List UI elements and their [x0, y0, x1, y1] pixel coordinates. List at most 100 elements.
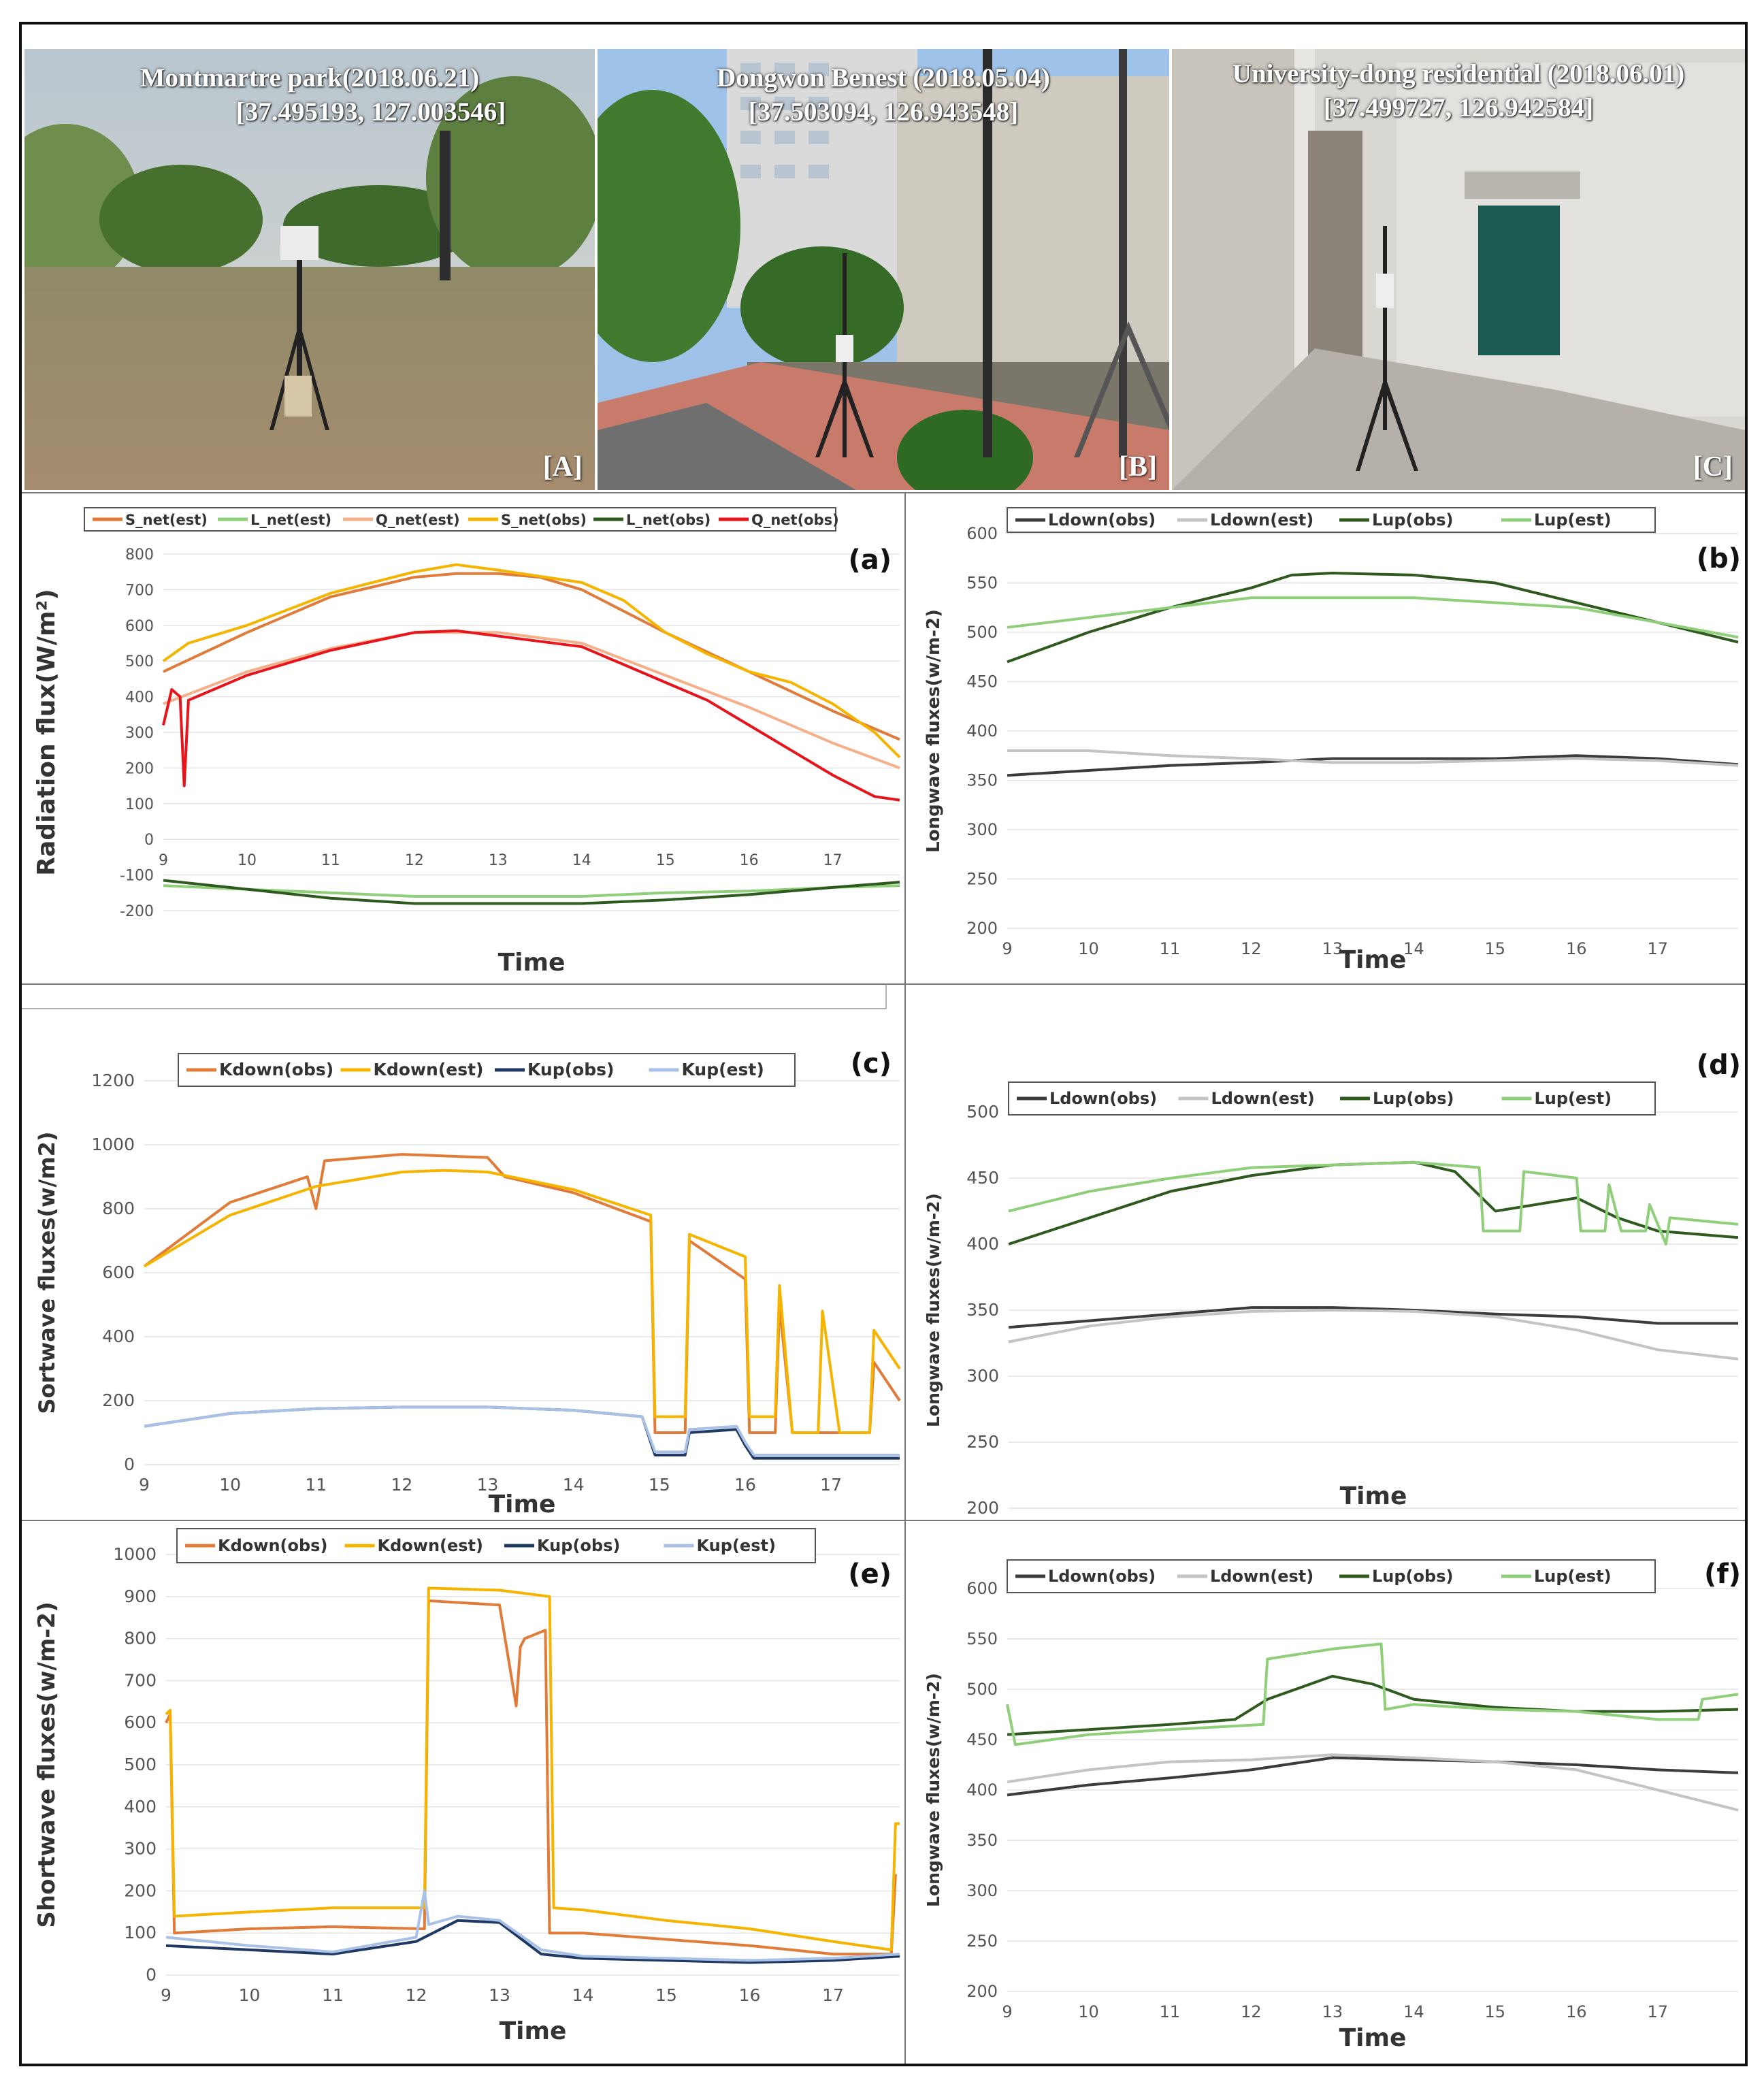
figure-frame: Montmartre park(2018.06.21) [37.495193, … — [19, 22, 1748, 2066]
x-tick-label: 14 — [1403, 939, 1424, 958]
y-tick-label: 200 — [966, 1982, 998, 2001]
y-tick-label: 900 — [124, 1586, 157, 1606]
legend-label: Kdown(est) — [378, 1536, 484, 1555]
photo-c-title-line2: [37.499727, 126.942584] — [1323, 93, 1594, 123]
x-tick-label: 13 — [489, 1985, 510, 2005]
photo-c-image — [1172, 49, 1745, 490]
y-tick-label: 0 — [124, 1454, 135, 1474]
legend-label: Q_net(obs) — [751, 512, 839, 528]
x-tick-label: 16 — [740, 852, 759, 869]
x-tick-label: 9 — [161, 1985, 172, 2005]
x-tick-label: 15 — [649, 1475, 670, 1495]
series-line-Kup(obs) — [165, 1919, 900, 1964]
legend-label: S_net(est) — [125, 512, 208, 528]
y-tick-label: 0 — [144, 832, 154, 849]
y-tick-label: 100 — [125, 796, 154, 813]
legend-label: Kup(est) — [682, 1060, 764, 1079]
legend-label: Lup(obs) — [1373, 1089, 1454, 1108]
x-tick-label: 12 — [405, 852, 424, 869]
photo-b-image — [598, 49, 1169, 490]
y-tick-label: 400 — [966, 1780, 998, 1800]
panel-letter: (b) — [1697, 543, 1741, 574]
chart-d-svg: 200 250 300 350 400 450 500 9 10 11 12 13 14 15 16 17 Ld… — [924, 1049, 1741, 1519]
y-tick-label: 400 — [966, 1234, 999, 1254]
y-tick-label: 200 — [966, 919, 998, 938]
x-tick-label: 14 — [1403, 1518, 1425, 1519]
photo-site-a: Montmartre park(2018.06.21) [37.495193, … — [24, 49, 595, 490]
y-axis-title: Longwave fluxes(w/m-2) — [924, 609, 944, 853]
x-tick-label: 14 — [563, 1475, 585, 1495]
y-tick-label: 450 — [966, 1168, 999, 1188]
legend-label: Kdown(obs) — [219, 1060, 333, 1079]
x-tick-label: 11 — [1160, 2002, 1181, 2021]
series-line-Kup(obs) — [144, 1405, 900, 1460]
x-tick-label: 14 — [572, 1985, 594, 2005]
y-tick-label: 1000 — [91, 1135, 135, 1154]
y-tick-label: 0 — [146, 1965, 157, 1985]
y-tick-label: 200 — [124, 1881, 157, 1900]
y-tick-label: 300 — [966, 1881, 998, 1900]
y-tick-label: 400 — [125, 689, 154, 706]
photo-c-tag: [C] — [1693, 451, 1733, 483]
x-tick-label: 11 — [1160, 1518, 1182, 1519]
x-tick-label: 16 — [734, 1475, 756, 1495]
y-tick-label: 800 — [102, 1199, 135, 1218]
y-tick-label: 300 — [125, 725, 154, 742]
x-tick-label: 13 — [1322, 1518, 1344, 1519]
x-tick-label: 17 — [820, 1475, 842, 1495]
y-tick-label: 600 — [966, 1579, 998, 1598]
legend-label: Lup(obs) — [1372, 510, 1453, 530]
panel-letter: (c) — [851, 1048, 892, 1079]
y-tick-label: 550 — [966, 574, 998, 593]
x-tick-label: 15 — [656, 852, 675, 869]
x-tick-label: 12 — [1241, 939, 1262, 958]
legend-label: Ldown(est) — [1211, 1089, 1315, 1108]
series-line-Kdown(obs) — [143, 1153, 901, 1434]
legend-box — [178, 1053, 796, 1087]
series-line-Kup(est) — [165, 1889, 900, 1962]
y-axis-title: Longwave fluxes(w/m-2) — [924, 1673, 943, 1907]
y-tick-label: 200 — [125, 760, 154, 777]
y-tick-label: -200 — [120, 903, 154, 920]
legend-box — [176, 1528, 816, 1563]
x-tick-label: 15 — [1485, 2002, 1506, 2021]
panel-letter: (f) — [1704, 1559, 1741, 1590]
y-tick-label: 300 — [966, 820, 998, 839]
series-line-S_net(obs) — [162, 563, 901, 759]
x-tick-label: 13 — [489, 852, 508, 869]
x-tick-label: 11 — [322, 1985, 344, 2005]
y-tick-label: 550 — [966, 1629, 998, 1648]
x-tick-label: 17 — [823, 852, 843, 869]
chart-c-svg: 0 200 400 600 800 1000 1200 9 10 11 12 13 14 15 16 17 Kd… — [34, 1048, 901, 1518]
photo-b-title-line1: Dongwon Benest (2018.05.04) — [717, 63, 1050, 93]
chart-panel-f: 200 250 300 350 400 450 500 550 600 9 10 11 12 13 14 15… — [906, 1522, 1745, 2064]
panel-grid-lines — [22, 492, 1745, 2064]
x-tick-label: 15 — [655, 1985, 677, 2005]
series-line-Ldown(obs) — [1007, 1756, 1739, 1797]
y-tick-label: 800 — [125, 547, 154, 564]
series-line-Kdown(est) — [165, 1586, 900, 1951]
legend-label: Lup(obs) — [1372, 1567, 1453, 1586]
y-tick-label: -100 — [120, 868, 154, 885]
legend-label: Lup(est) — [1534, 1567, 1612, 1586]
legend-label: Ldown(est) — [1210, 1567, 1313, 1586]
legend-label: L_net(obs) — [626, 512, 710, 528]
y-tick-label: 100 — [124, 1923, 157, 1942]
x-axis-title: Time — [489, 1491, 556, 1518]
legend-box — [1008, 1081, 1656, 1116]
y-tick-label: 450 — [966, 1730, 998, 1749]
y-tick-label: 300 — [124, 1839, 157, 1859]
series-line-Q_net(obs) — [162, 629, 900, 802]
x-tick-label: 16 — [739, 1985, 761, 2005]
legend-box — [1007, 1559, 1656, 1593]
legend-label: L_net(est) — [250, 512, 331, 528]
series-line-Kup(est) — [144, 1405, 900, 1456]
x-axis-title: Time — [1339, 2024, 1407, 2052]
x-tick-label: 10 — [219, 1475, 241, 1495]
x-tick-label: 10 — [238, 852, 257, 869]
series-line-Kdown(est) — [143, 1169, 901, 1434]
y-tick-label: 700 — [125, 582, 154, 599]
y-tick-label: 250 — [966, 870, 998, 889]
panel-letter: (d) — [1697, 1049, 1741, 1081]
x-axis-title: Time — [1339, 946, 1407, 974]
